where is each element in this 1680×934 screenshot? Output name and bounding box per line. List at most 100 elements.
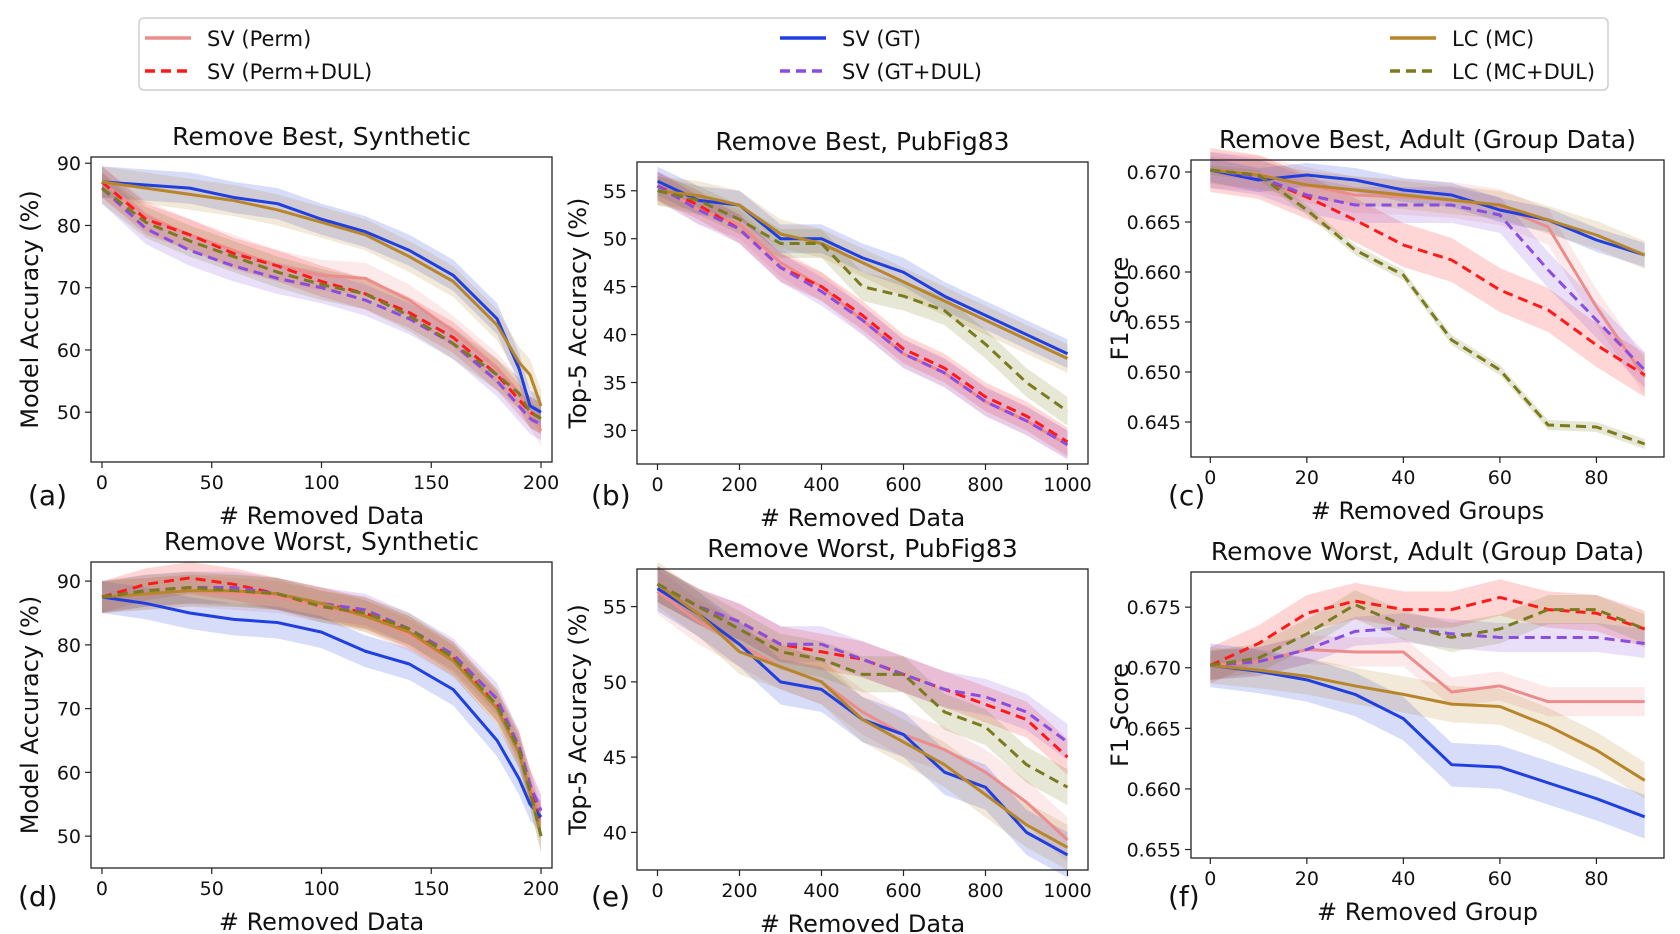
y-tick-label: 0.645 <box>1127 412 1181 434</box>
x-tick-label: 40 <box>1391 868 1415 890</box>
series-line-lc-mc <box>656 582 1069 849</box>
series-line-lc-mc-dul <box>1210 603 1646 667</box>
panel-d: 0 50 100 150 200 50 60 70 80 90 Remove Worst, Synt… <box>16 527 559 934</box>
plot-frame <box>1190 159 1665 458</box>
legend-label: SV (GT+DUL) <box>842 60 982 84</box>
band-lc-mc-dul <box>1210 590 1645 680</box>
band-sv-perm <box>101 166 542 447</box>
x-tick-label: 200 <box>721 474 757 496</box>
panel-f: 0 20 40 60 80 0.655 0.660 0.665 0.670 0.675 Remove… <box>1106 537 1665 926</box>
x-tick-label: 200 <box>523 878 559 900</box>
x-tick-label: 0 <box>651 880 663 902</box>
x-tick-label: 0 <box>1204 868 1216 890</box>
y-tick-label: 40 <box>603 325 627 347</box>
x-tick-label: 150 <box>413 472 449 494</box>
y-axis-label: Model Accuracy (%) <box>16 190 44 428</box>
x-axis-label: # Removed Data <box>760 910 965 934</box>
legend-entry-sv-gt: SV (GT) <box>780 27 921 51</box>
y-tick-label: 0.655 <box>1127 840 1181 862</box>
legend-entry-lc-mc: LC (MC) <box>1390 27 1534 51</box>
series-line-sv-perm-dul <box>101 180 542 420</box>
series-line-sv-perm-dul <box>1209 595 1646 667</box>
band-lc-mc-dul <box>657 176 1068 426</box>
band-sv-perm <box>1210 635 1645 717</box>
band-sv-perm-dul <box>657 565 1068 776</box>
x-tick-label: 1000 <box>1043 474 1091 496</box>
x-tick-label: 0 <box>96 472 108 494</box>
y-tick-label: 0.650 <box>1127 362 1181 384</box>
series-line-lc-mc <box>657 189 1069 360</box>
plot-frame <box>636 568 1089 871</box>
panel-a: 0 50 100 150 200 50 60 70 80 90 Remove Best, Synth… <box>16 122 559 530</box>
y-tick-label: 35 <box>603 373 627 395</box>
y-axis-label: Model Accuracy (%) <box>16 596 44 834</box>
band-sv-gt-dul <box>1210 152 1645 388</box>
y-axis-label: Top-5 Accuracy (%) <box>564 604 592 836</box>
x-axis-label: # Removed Data <box>219 908 424 934</box>
x-tick-label: 20 <box>1295 467 1319 489</box>
band-sv-perm <box>657 569 1068 863</box>
legend-frame <box>138 17 1609 91</box>
y-tick-label: 50 <box>603 672 627 694</box>
series-line-sv-perm <box>656 590 1069 842</box>
series-line-sv-gt <box>101 180 542 414</box>
x-tick-label: 50 <box>200 472 224 494</box>
panel-title: Remove Best, PubFig83 <box>715 127 1009 156</box>
x-tick-label: 600 <box>885 880 921 902</box>
y-tick-label: 55 <box>603 181 627 203</box>
x-tick-label: 0 <box>1204 467 1216 489</box>
x-tick-label: 0 <box>651 474 663 496</box>
y-axis-label: F1 Score <box>1106 663 1134 767</box>
band-sv-perm-dul <box>101 562 542 840</box>
panel-letter: (a) <box>28 479 67 512</box>
y-tick-label: 60 <box>57 340 81 362</box>
x-tick-label: 20 <box>1295 868 1319 890</box>
panel-c: 0 20 40 60 80 0.645 0.650 0.655 0.660 0.665 0.670 R… <box>1106 125 1665 525</box>
series-line-sv-gt <box>1210 168 1646 257</box>
x-tick-label: 200 <box>721 880 757 902</box>
legend-label: SV (Perm+DUL) <box>207 60 372 84</box>
x-tick-label: 800 <box>967 474 1003 496</box>
band-sv-gt-dul <box>1210 613 1645 680</box>
x-tick-label: 60 <box>1488 467 1512 489</box>
y-tick-label: 40 <box>603 822 627 844</box>
series-line-lc-mc-dul <box>101 186 542 420</box>
panel-letter: (c) <box>1168 479 1205 512</box>
series-line-lc-mc-dul <box>101 586 543 837</box>
legend-entry-sv-perm: SV (Perm) <box>145 27 311 51</box>
y-tick-label: 80 <box>57 635 81 657</box>
panel-title: Remove Worst, Adult (Group Data) <box>1211 537 1644 566</box>
y-tick-label: 55 <box>603 597 627 619</box>
band-sv-perm <box>1210 152 1645 395</box>
band-lc-mc <box>657 176 1068 373</box>
band-sv-gt-dul <box>657 565 1068 761</box>
plot-frame <box>1190 571 1665 859</box>
panel-letter: (f) <box>1168 880 1200 913</box>
panel-title: Remove Worst, PubFig83 <box>707 534 1018 563</box>
series-line-lc-mc <box>101 180 543 407</box>
band-sv-perm-dul <box>101 166 542 434</box>
y-tick-label: 0.655 <box>1127 312 1181 334</box>
y-tick-label: 0.665 <box>1127 212 1181 234</box>
y-tick-label: 80 <box>57 215 81 237</box>
x-tick-label: 60 <box>1488 868 1512 890</box>
series-line-lc-mc-dul <box>1210 168 1646 446</box>
x-tick-label: 150 <box>413 878 449 900</box>
band-sv-gt-dul <box>101 571 542 827</box>
y-axis-label: Top-5 Accuracy (%) <box>564 198 592 430</box>
y-tick-label: 0.670 <box>1127 162 1181 184</box>
series-line-sv-gt-dul <box>1210 168 1646 372</box>
series-line-sv-gt <box>656 179 1069 356</box>
x-tick-label: 50 <box>200 878 224 900</box>
legend-entry-sv-perm-dul: SV (Perm+DUL) <box>145 60 372 84</box>
band-lc-mc <box>657 561 1068 870</box>
y-tick-label: 90 <box>57 571 81 593</box>
y-tick-label: 0.675 <box>1127 597 1181 619</box>
x-tick-label: 1000 <box>1043 880 1091 902</box>
x-axis-label: # Removed Group <box>1317 898 1538 926</box>
series-line-sv-gt-dul <box>1210 626 1645 667</box>
band-sv-gt <box>657 565 1068 878</box>
legend-entry-sv-gt-dul: SV (GT+DUL) <box>780 60 982 84</box>
